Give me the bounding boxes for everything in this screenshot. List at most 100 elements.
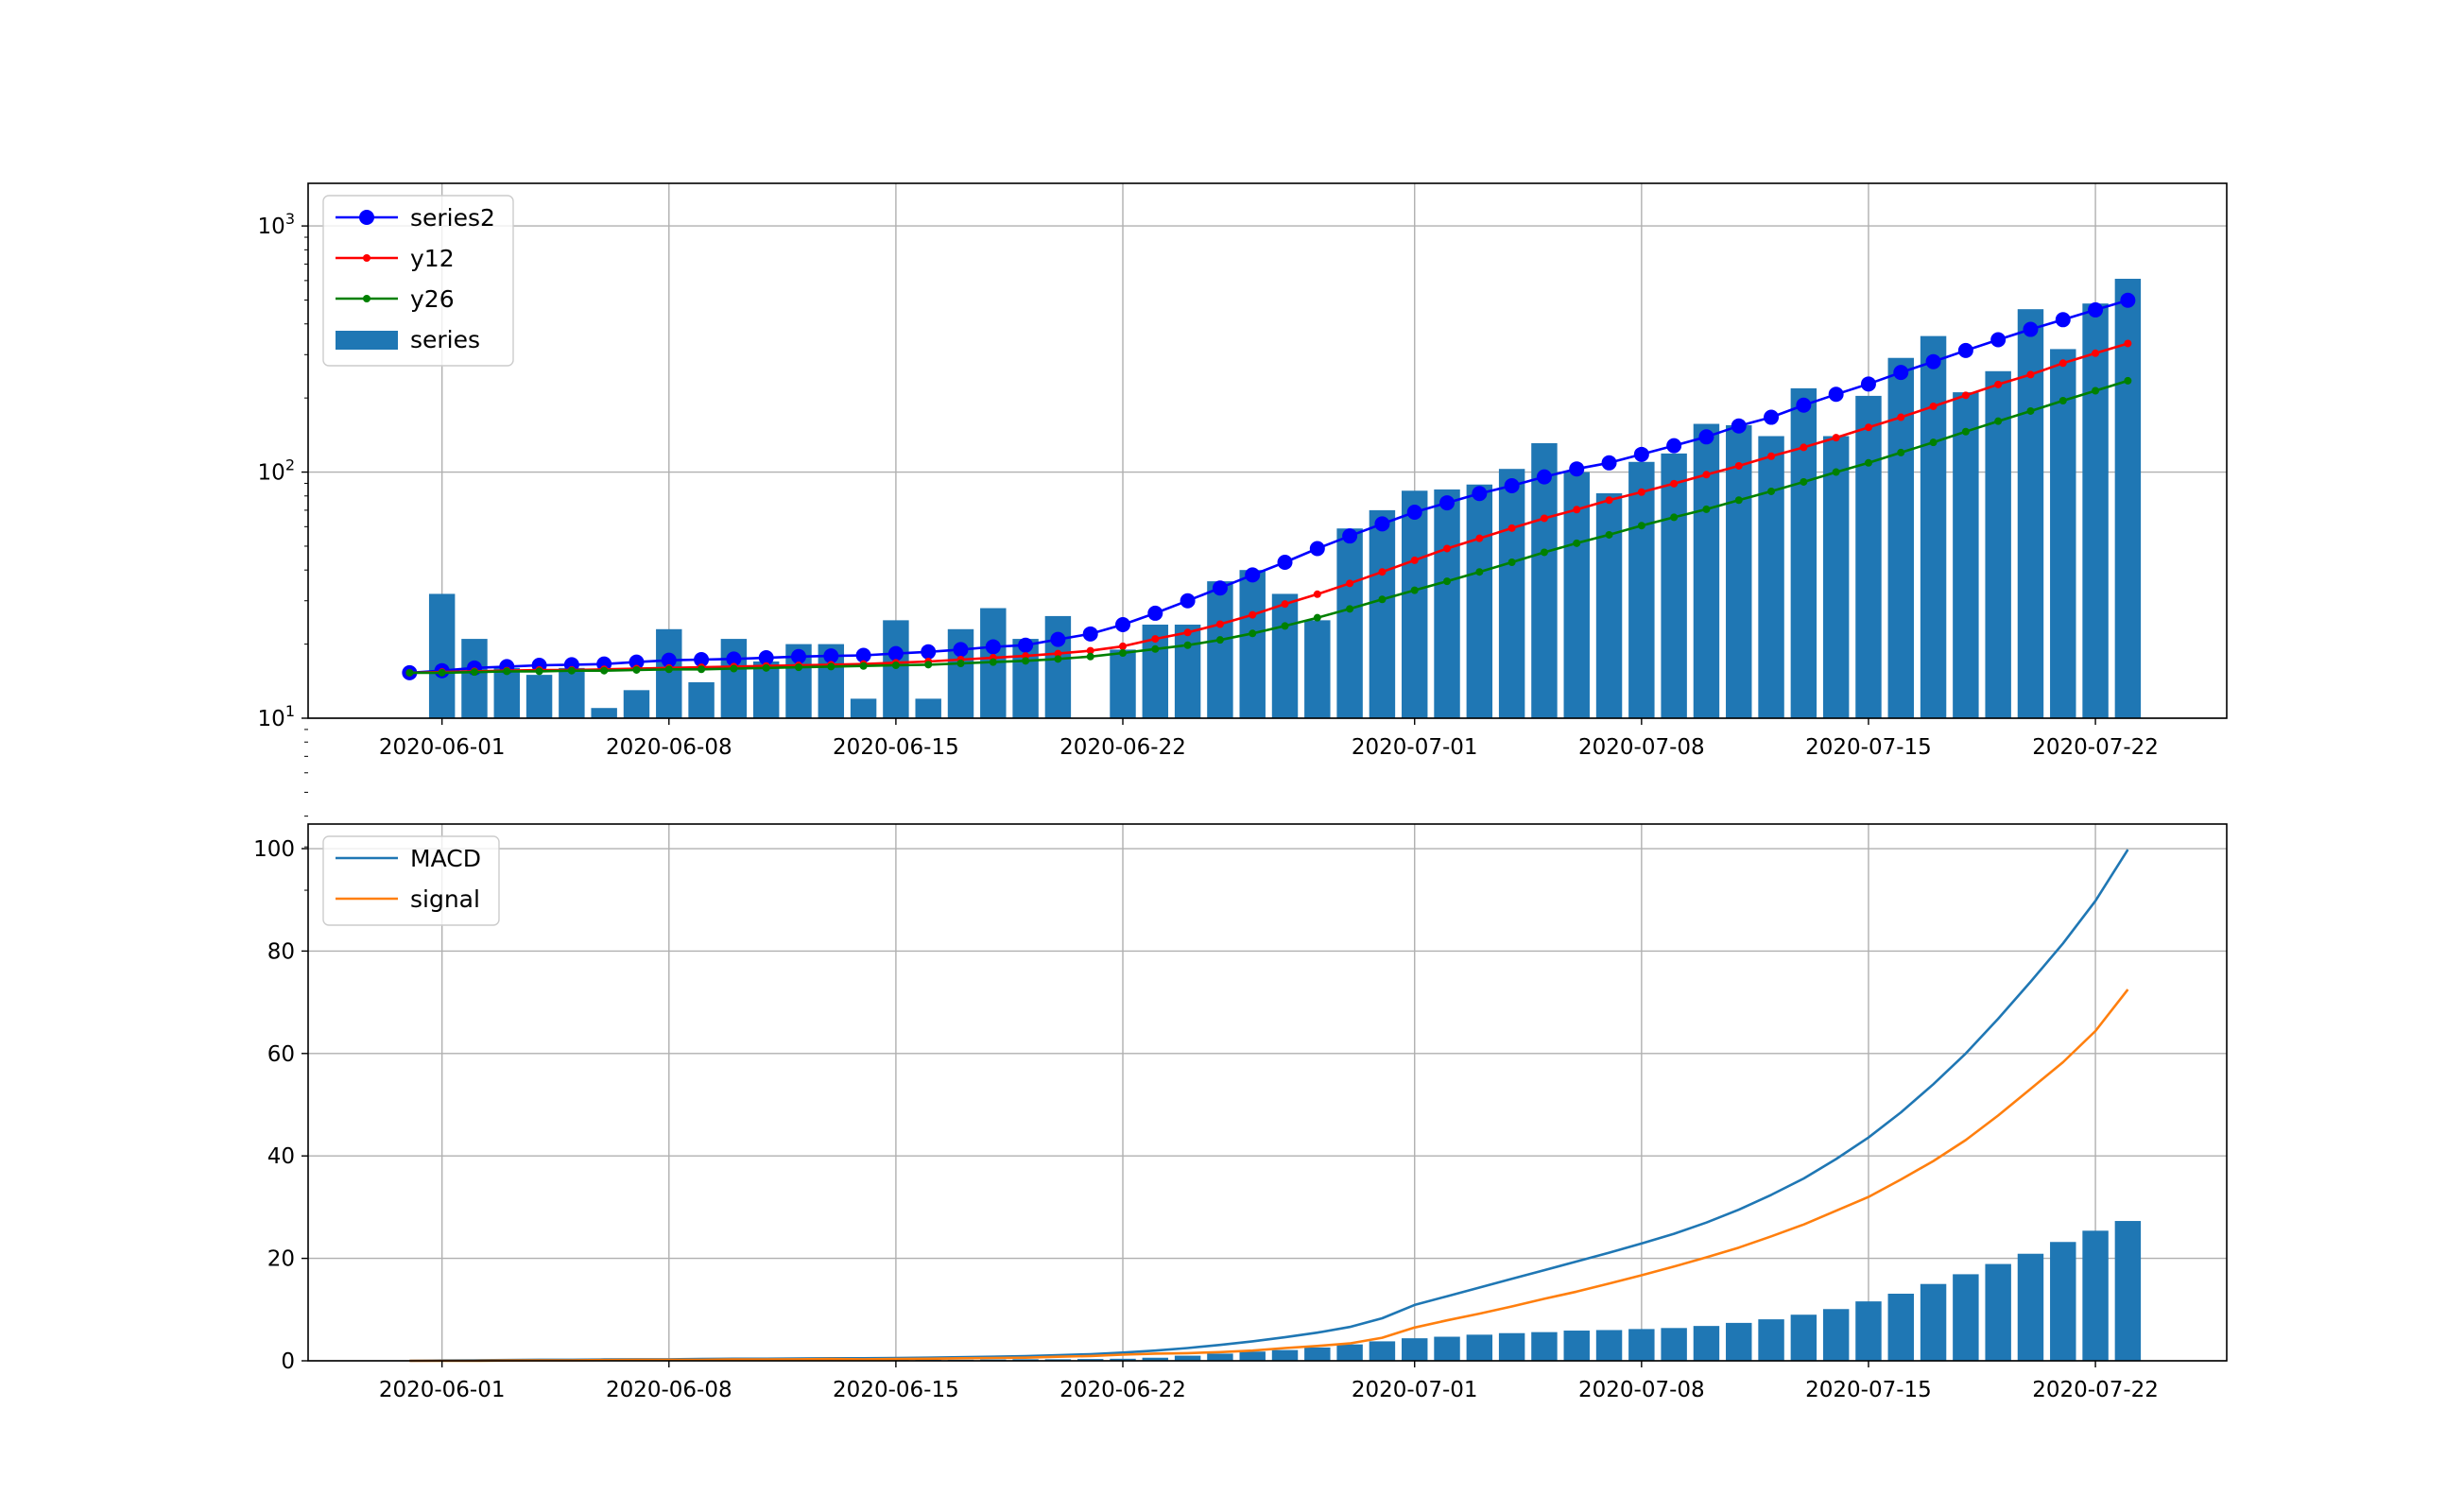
data-point: [1767, 487, 1776, 495]
bar: [1336, 1344, 1363, 1361]
x-tick-label: 2020-06-01: [379, 735, 506, 760]
data-point: [956, 659, 965, 667]
data-point: [596, 656, 612, 672]
bar: [1531, 1332, 1558, 1361]
data-point: [1281, 600, 1289, 609]
data-point: [1961, 427, 1970, 436]
data-point: [1410, 556, 1419, 564]
bar: [1239, 1351, 1266, 1361]
data-point: [563, 657, 579, 673]
data-point: [600, 666, 609, 675]
data-point: [632, 665, 641, 674]
data-point: [1119, 642, 1128, 650]
data-point: [953, 642, 969, 658]
bar: [1142, 1357, 1169, 1361]
bar: [1434, 489, 1460, 718]
data-point: [1828, 387, 1844, 403]
data-point: [664, 665, 673, 674]
data-point: [794, 663, 802, 672]
bar: [1304, 1347, 1331, 1361]
bar: [2050, 1242, 2076, 1361]
bar: [915, 698, 941, 718]
data-point: [1342, 528, 1358, 544]
legend: MACD signal: [322, 835, 500, 926]
data-point: [921, 644, 937, 660]
bar: [2082, 303, 2109, 718]
macd-axes: 2020-06-01 2020-06-08 2020-06-15 2020-06-22…: [253, 823, 2228, 1402]
bar: [1985, 1263, 2011, 1361]
legend-box: [322, 195, 514, 367]
data-point: [1504, 478, 1520, 494]
legend-entry-series: series: [336, 326, 480, 353]
bar: [1174, 1355, 1201, 1361]
data-point: [1281, 622, 1289, 630]
data-point: [1864, 458, 1872, 467]
bar: [2017, 1253, 2044, 1361]
bar: [1628, 461, 1655, 718]
data-point: [1406, 505, 1422, 521]
bar: [1369, 509, 1396, 718]
bar: [1434, 1336, 1460, 1361]
data-point: [1832, 468, 1840, 476]
y-tick-label: 80: [267, 939, 295, 964]
bar: [1758, 436, 1784, 718]
data-point: [503, 667, 511, 676]
data-point: [2026, 406, 2035, 415]
x-tick-label: 2020-07-15: [1805, 1378, 1932, 1402]
data-point: [1605, 530, 1613, 539]
legend-label: MACD: [410, 845, 481, 872]
data-point: [535, 667, 543, 676]
series-line-y26: [409, 379, 2128, 675]
data-point: [1864, 423, 1872, 432]
bar: [623, 690, 650, 718]
x-tick-label: 2020-06-15: [833, 1378, 959, 1402]
x-tick-label: 2020-07-15: [1805, 735, 1932, 760]
bar: [428, 593, 456, 718]
data-point: [1605, 496, 1613, 505]
data-point: [989, 658, 997, 666]
bar: [461, 639, 488, 718]
data-point: [2026, 370, 2035, 379]
data-point: [1990, 332, 2007, 348]
data-point: [985, 639, 1001, 655]
bar: [1498, 1332, 1525, 1361]
bar: [1985, 370, 2011, 718]
bar: [1726, 1322, 1752, 1361]
data-point: [1540, 514, 1548, 523]
x-tick-label: 2020-07-08: [1578, 735, 1705, 760]
bar: [1726, 424, 1752, 718]
data-point: [1569, 461, 1585, 477]
data-point: [762, 663, 770, 672]
data-point: [1151, 635, 1160, 644]
bar: [2114, 1221, 2142, 1361]
plot-area: [402, 279, 2142, 718]
legend-swatch: [336, 331, 398, 350]
bar: [1044, 615, 1072, 718]
data-point: [1573, 506, 1581, 514]
bar: [2082, 1230, 2109, 1361]
data-point: [1573, 539, 1581, 547]
data-point: [1443, 577, 1452, 586]
bar: [1369, 1341, 1396, 1361]
data-point: [1018, 637, 1034, 653]
bar: [1920, 1283, 1947, 1361]
bar: [1790, 387, 1817, 718]
x-tick-label: 2020-06-15: [833, 735, 959, 760]
legend-marker: [363, 295, 370, 302]
data-point: [1796, 397, 1812, 413]
y-tick-label: 101: [258, 702, 295, 731]
y-tick-base: 10: [258, 461, 285, 486]
data-point: [1180, 593, 1196, 609]
plot-area: [396, 849, 2142, 1363]
y-tick-label: 40: [267, 1144, 295, 1169]
data-point: [1151, 644, 1160, 653]
data-point: [1507, 524, 1516, 532]
bar: [1044, 1359, 1072, 1361]
data-point: [1082, 626, 1098, 642]
y-tick-label: 0: [281, 1349, 295, 1374]
data-point: [1378, 595, 1387, 604]
data-point: [790, 648, 806, 664]
data-point: [1961, 391, 1970, 400]
bar: [1271, 1349, 1299, 1361]
bar: [559, 667, 585, 718]
